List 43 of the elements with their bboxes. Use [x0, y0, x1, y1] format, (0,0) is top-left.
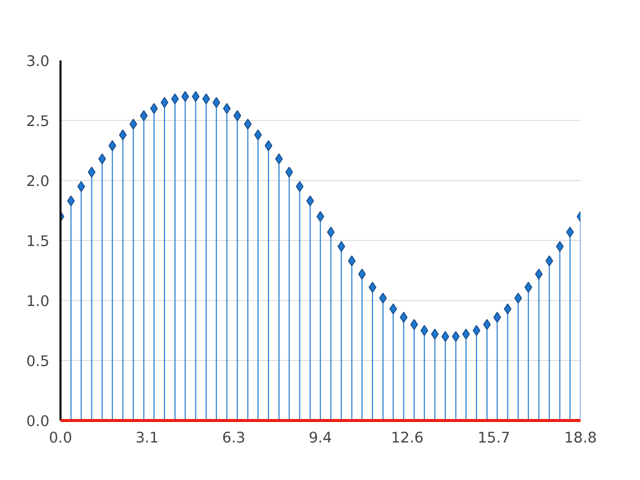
x-tick-label: 18.8	[564, 430, 597, 446]
point	[212, 97, 220, 108]
x-tick-label: 9.4	[308, 430, 332, 446]
x-tick-label: 6.3	[222, 430, 246, 446]
y-tick-label: 1.0	[26, 293, 50, 310]
y-tick-label: 3.0	[26, 53, 50, 70]
point	[400, 312, 408, 323]
y-tick-label: 1.5	[26, 233, 50, 250]
point	[140, 110, 148, 122]
x-tick-label: 12.6	[390, 430, 424, 446]
point	[181, 91, 190, 102]
point	[545, 255, 554, 266]
point	[410, 319, 418, 330]
point	[504, 303, 512, 314]
point	[316, 211, 324, 222]
point	[483, 319, 491, 330]
point	[233, 110, 242, 122]
y-tick-label: 2.5	[26, 113, 50, 130]
point	[348, 255, 356, 266]
point	[337, 241, 346, 252]
point	[77, 181, 86, 192]
point	[192, 91, 200, 102]
point	[129, 118, 138, 130]
point	[223, 103, 231, 114]
point	[472, 325, 480, 336]
y-tick-label: 0.0	[26, 413, 50, 430]
point	[150, 103, 158, 114]
point	[296, 181, 304, 192]
x-tick-label: 3.1	[135, 430, 159, 446]
point	[441, 331, 450, 342]
point	[160, 97, 168, 108]
point	[88, 166, 96, 178]
point	[493, 312, 502, 323]
x-tick-label: 0.0	[48, 430, 72, 446]
point	[452, 331, 460, 342]
y-tick-label: 0.5	[26, 353, 50, 370]
x-tick-label: 15.7	[478, 430, 510, 446]
point	[389, 303, 398, 314]
point	[244, 118, 252, 130]
point	[420, 325, 428, 336]
y-tick-label: 2.0	[26, 173, 50, 190]
point	[556, 241, 564, 252]
point	[285, 166, 294, 178]
